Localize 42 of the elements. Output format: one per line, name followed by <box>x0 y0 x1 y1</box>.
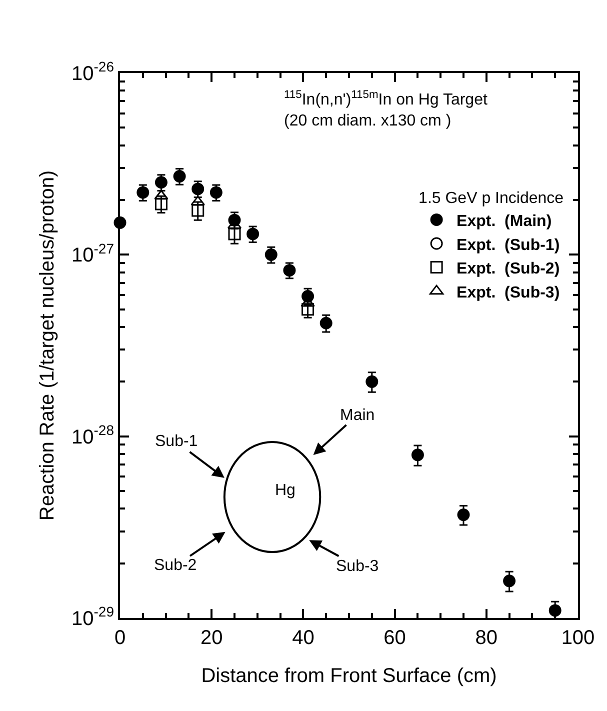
point <box>320 316 332 330</box>
legend-label: Expt. (Sub-1) <box>456 236 560 254</box>
x-tick-label: 60 <box>384 627 406 649</box>
point <box>548 604 562 617</box>
x-tick-label: 80 <box>475 627 498 649</box>
annotation: Sub-3 <box>336 558 379 575</box>
annotation: Sub-2 <box>154 557 197 574</box>
point <box>173 170 186 183</box>
y-tick-label: 10$^{-27}$ <box>72 240 114 267</box>
legend-label: Expt. (Sub-3) <box>456 284 560 302</box>
point <box>283 264 296 277</box>
point <box>411 448 424 462</box>
x-tick-label: 40 <box>292 627 314 649</box>
y-tick-label: 10$^{-26}$ <box>72 58 114 85</box>
legend-label: Expt. (Main) <box>456 212 552 230</box>
point <box>264 248 278 261</box>
point <box>503 574 516 588</box>
annotation: Hg <box>275 482 296 499</box>
point <box>210 186 222 199</box>
point <box>192 204 204 217</box>
legend-label: Expt. (Sub-2) <box>456 260 560 278</box>
annotation: Sub-1 <box>155 433 198 450</box>
legend-title: 1.5 GeV p Incidence <box>418 190 564 207</box>
point <box>154 190 168 200</box>
x-tick-label: 100 <box>561 627 595 649</box>
point <box>457 508 470 522</box>
point <box>246 228 260 240</box>
x-tick-label: 0 <box>114 627 126 649</box>
x-tick-label: 20 <box>200 627 223 649</box>
point <box>136 186 150 199</box>
point <box>192 182 204 196</box>
point <box>228 228 241 240</box>
y-axis-title: Reaction Rate (1/target nucleus/proton) <box>36 170 59 521</box>
point <box>154 198 168 210</box>
x-axis-title: Distance from Front Surface (cm) <box>201 665 497 687</box>
point <box>154 176 168 189</box>
y-tick-label: 10$^{-28}$ <box>72 422 114 448</box>
annotation: Main <box>340 407 375 424</box>
y-tick-label: 10$^{-29}$ <box>72 604 114 630</box>
point <box>366 375 378 388</box>
annotation: $^{115}$In(n,n')$^{115m}$In on Hg Target (20 cm diam. x130 cm ) <box>284 89 488 130</box>
point <box>302 303 314 316</box>
